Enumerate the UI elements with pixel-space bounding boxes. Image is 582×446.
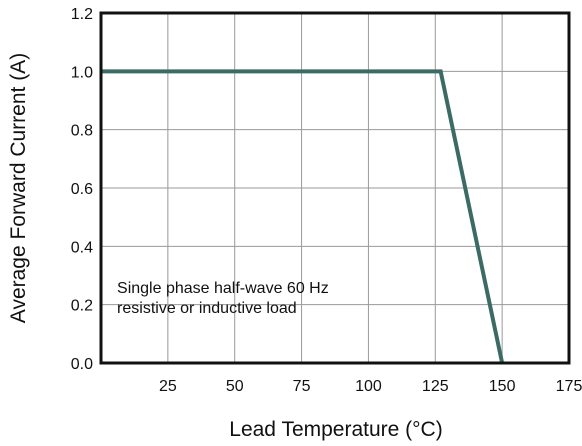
y-tick-label: 0.6 (71, 181, 93, 198)
plot-frame (99, 11, 571, 365)
x-tick-label: 125 (422, 378, 449, 395)
annotation-line: Single phase half-wave 60 Hz (117, 280, 329, 297)
y-axis-title: Average Forward Current (A) (7, 53, 30, 323)
y-tick-label: 0.0 (71, 356, 93, 373)
x-tick-label: 175 (556, 378, 582, 395)
y-tick-label: 0.4 (71, 239, 93, 256)
series-layer (101, 69, 505, 364)
x-tick-label: 50 (226, 378, 244, 395)
series-line (101, 69, 505, 364)
y-tick-label: 0.2 (71, 298, 93, 315)
x-axis-title: Lead Temperature (°C) (229, 418, 442, 441)
y-tick-labels: 0.0 0.2 0.4 0.6 0.8 1.0 1.2 (71, 6, 93, 373)
annotation: Single phase half-wave 60 Hz resistive or… (117, 280, 329, 317)
y-tick-label: 0.8 (71, 123, 93, 140)
y-tick-label: 1.2 (71, 6, 93, 23)
x-tick-label: 75 (293, 378, 311, 395)
y-tick-label: 1.0 (71, 64, 93, 81)
x-tick-labels: 25 50 75 100 125 150 175 (159, 378, 582, 395)
x-tick-label: 100 (355, 378, 382, 395)
annotation-line: resistive or inductive load (117, 300, 297, 317)
x-tick-label: 150 (489, 378, 516, 395)
x-tick-label: 25 (159, 378, 177, 395)
